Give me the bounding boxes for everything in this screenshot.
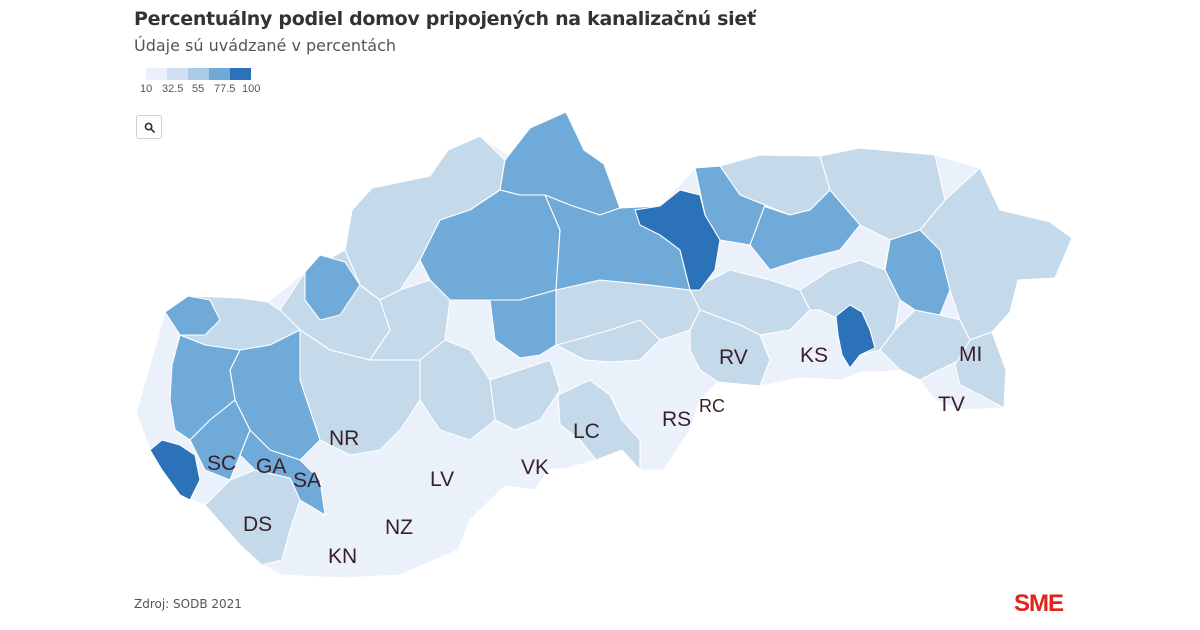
legend-swatch-4 (209, 68, 230, 80)
region-mid (749, 189, 861, 271)
region-mid (489, 289, 557, 359)
region-mid (304, 254, 361, 321)
source-note: Zdroj: SODB 2021 (134, 597, 242, 611)
legend-swatch-1 (146, 68, 167, 80)
legend-tick: 100 (242, 83, 261, 95)
legend-tick: 77.5 (214, 83, 236, 95)
district-label: DS (243, 513, 272, 536)
brand-logo: SME (1014, 590, 1064, 617)
color-legend: 10 32.5 55 77.5 100 (140, 68, 286, 99)
chart-title: Percentuálny podiel domov pripojených na… (134, 8, 756, 30)
district-label: NZ (385, 516, 413, 539)
region-light (689, 309, 771, 387)
region-dark (149, 439, 201, 501)
district-label: RS (662, 408, 691, 431)
region-light (204, 469, 301, 566)
legend-swatch-5 (230, 68, 251, 80)
legend-swatch-3 (188, 68, 209, 80)
chart-subtitle: Údaje sú uvádzané v percentách (134, 36, 397, 55)
district-label: RC (699, 396, 725, 416)
region-mid (189, 399, 251, 481)
region-light (557, 379, 641, 471)
district-label: LC (573, 420, 600, 443)
district-label: TV (938, 393, 965, 416)
district-label: NR (329, 427, 359, 450)
legend-tick: 32.5 (162, 83, 184, 95)
search-icon (144, 122, 155, 133)
district-label: SC (207, 452, 236, 475)
district-label: GA (256, 455, 286, 478)
district-label: VK (521, 456, 549, 479)
region-light (954, 331, 1007, 409)
district-label: KS (800, 344, 828, 367)
region-dark (634, 189, 721, 291)
district-labels: SC GA SA DS NR LV NZ KN VK LC RS RC RV K… (207, 343, 982, 568)
district-label: MI (959, 343, 982, 366)
region-mid (884, 229, 951, 316)
region-dark (835, 304, 876, 369)
legend-tick: 10 (140, 83, 153, 95)
search-button[interactable] (136, 115, 162, 139)
region-mid (239, 429, 326, 516)
district-label: KN (328, 545, 357, 568)
legend-swatch-2 (167, 68, 188, 80)
district-label: SA (293, 469, 321, 492)
district-label: LV (430, 468, 454, 491)
district-label: RV (719, 346, 748, 369)
region-light (489, 359, 561, 431)
legend-tick: 55 (192, 83, 205, 95)
legend-color-scale (146, 68, 286, 80)
